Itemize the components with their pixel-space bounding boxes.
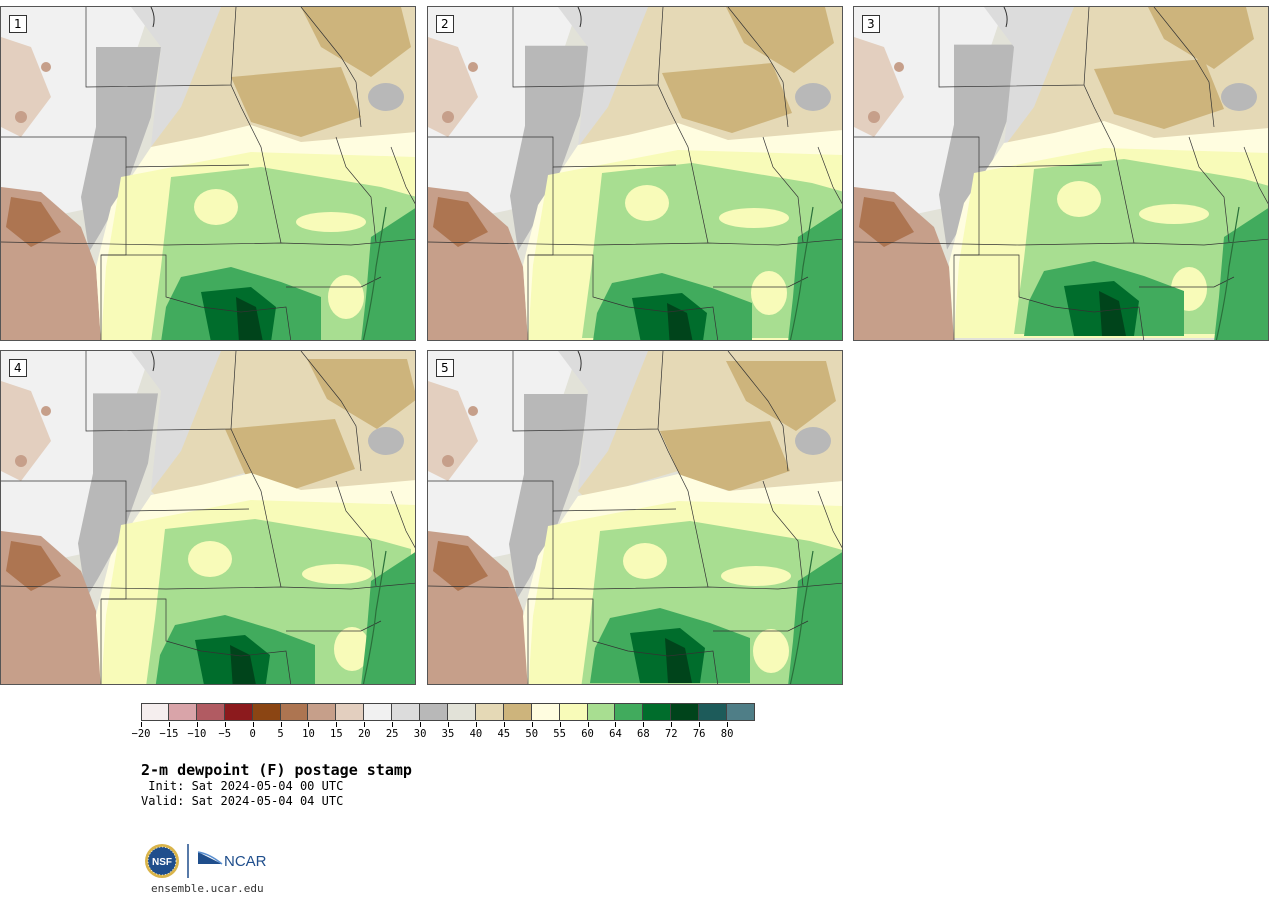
colorbar-tick-label: 60 <box>581 728 594 740</box>
colorbar-tick-label: 30 <box>413 728 427 740</box>
colorbar-bin <box>587 703 616 721</box>
colorbar-tick <box>671 722 673 727</box>
dewpoint-map-5 <box>428 351 842 684</box>
colorbar-tick-label: 25 <box>385 728 399 740</box>
colorbar-bin <box>615 703 644 721</box>
colorbar-bin <box>727 703 755 721</box>
postage-stamp-panel-2: 2 <box>427 6 843 341</box>
panel-number-label: 2 <box>436 15 454 33</box>
colorbar-tick <box>196 722 198 727</box>
colorbar-bin <box>308 703 337 721</box>
nsf-ncar-logos: NSF NCAR <box>145 844 267 878</box>
postage-stamp-panel-4: 4 <box>0 350 416 685</box>
colorbar-bin <box>168 703 197 721</box>
colorbar-tick <box>559 722 561 727</box>
colorbar-tick-label: −20 <box>131 728 151 740</box>
colorbar-tick-label: 20 <box>357 728 371 740</box>
dewpoint-map-1 <box>1 7 415 340</box>
colorbar-bin <box>392 703 421 721</box>
colorbar-tick <box>615 722 617 727</box>
colorbar-tick <box>448 722 449 727</box>
colorbar-bin <box>448 703 476 721</box>
colorbar-tick-label: 40 <box>469 728 483 740</box>
colorbar-tick <box>643 722 645 727</box>
colorbar-bin <box>503 703 532 721</box>
nsf-logo: NSF <box>145 844 179 878</box>
colorbar-tick-label: 35 <box>441 728 455 740</box>
colorbar-tick-label: 64 <box>609 728 622 740</box>
colorbar-bin <box>420 703 448 721</box>
valid-time: Valid: Sat 2024-05-04 04 UTC <box>141 794 344 808</box>
colorbar-bin <box>336 703 365 721</box>
postage-stamp-panel-1: 1 <box>0 6 416 341</box>
svg-text:NCAR: NCAR <box>224 853 267 870</box>
colorbar-tick <box>224 722 226 727</box>
postage-stamp-panel-5: 5 <box>427 350 843 685</box>
init-time: Init: Sat 2024-05-04 00 UTC <box>141 779 344 793</box>
colorbar-bin <box>280 703 309 721</box>
postage-stamp-panel-3: 3 <box>853 6 1269 341</box>
colorbar-tick-label: 10 <box>302 728 315 740</box>
colorbar-bin <box>196 703 225 721</box>
panel-number-label: 3 <box>862 15 880 33</box>
colorbar-tick-label: 50 <box>525 728 539 740</box>
colorbar-tick <box>699 722 701 727</box>
panel-number-label: 1 <box>9 15 27 33</box>
colorbar-bin <box>252 703 281 721</box>
colorbar-bin <box>224 703 253 721</box>
colorbar-tick-label: −10 <box>187 728 207 740</box>
colorbar-bin <box>559 703 588 721</box>
colorbar-tick <box>475 722 477 727</box>
colorbar-tick <box>392 722 394 727</box>
colorbar-bin <box>531 703 560 721</box>
colorbar-tick <box>420 722 422 727</box>
colorbar-tick <box>503 722 505 727</box>
colorbar-tick-label: 15 <box>330 728 343 740</box>
site-url: ensemble.ucar.edu <box>151 882 264 895</box>
colorbar-tick-label: 45 <box>497 728 511 740</box>
colorbar-tick <box>308 722 310 727</box>
colorbar-tick-label: 55 <box>553 728 566 740</box>
colorbar-tick-label: 5 <box>277 728 284 740</box>
colorbar-bin <box>671 703 700 721</box>
colorbar-tick <box>587 722 589 727</box>
colorbar-tick-label: −5 <box>218 728 232 740</box>
ncar-logo: NCAR <box>197 851 267 870</box>
colorbar-tick <box>727 722 729 727</box>
panel-number-label: 5 <box>436 359 454 377</box>
colorbar-tick-label: 0 <box>249 728 256 740</box>
colorbar-bin <box>643 703 672 721</box>
colorbar-tick <box>364 722 366 727</box>
dewpoint-map-3 <box>854 7 1268 340</box>
colorbar-tick-label: 76 <box>692 728 706 740</box>
svg-text:NSF: NSF <box>152 857 172 868</box>
colorbar-tick <box>141 722 142 727</box>
dewpoint-map-2 <box>428 7 842 340</box>
colorbar-tick-label: 68 <box>637 728 650 740</box>
panel-number-label: 4 <box>9 359 27 377</box>
chart-title: 2-m dewpoint (F) postage stamp <box>141 761 412 779</box>
colorbar-bin <box>141 703 169 721</box>
colorbar-tick-label: 80 <box>720 728 734 740</box>
colorbar-tick <box>252 722 254 727</box>
colorbar-tick <box>280 722 282 727</box>
dewpoint-map-4 <box>1 351 415 684</box>
colorbar-bin <box>364 703 393 721</box>
colorbar-tick-label: −15 <box>159 728 179 740</box>
colorbar-bin <box>699 703 728 721</box>
colorbar-tick <box>336 722 338 727</box>
colorbar-tick-label: 72 <box>664 728 678 740</box>
colorbar-tick <box>168 722 170 727</box>
colorbar-bin <box>475 703 504 721</box>
colorbar-tick <box>531 722 533 727</box>
